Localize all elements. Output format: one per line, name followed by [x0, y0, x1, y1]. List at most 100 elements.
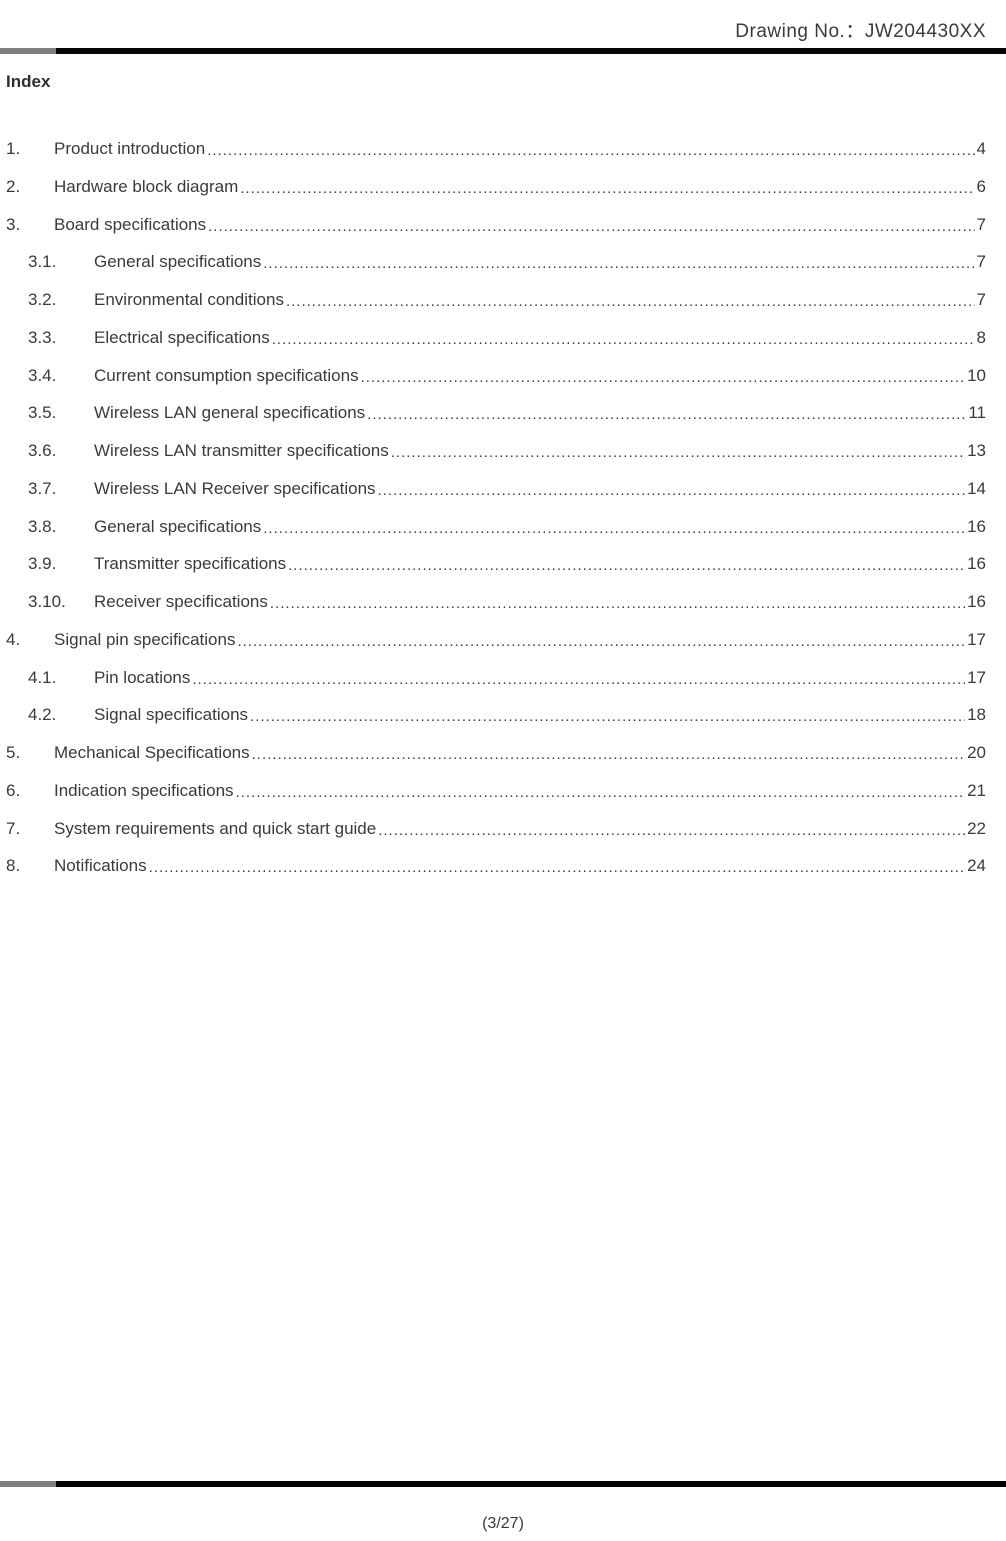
toc-entry-number: 3.7.	[6, 478, 94, 499]
toc-entry: 3.4.Current consumption specifications 10	[6, 365, 986, 387]
toc-leader-dots	[286, 557, 965, 576]
toc-entry: 4.1.Pin locations17	[6, 667, 986, 689]
toc-entry-page: 11	[966, 402, 986, 423]
toc-entry: 3.Board specifications 7	[6, 214, 986, 236]
toc-entry-number: 2.	[6, 176, 54, 197]
toc-leader-dots	[205, 142, 974, 161]
toc-entry-title: Notifications	[54, 855, 147, 876]
toc-entry: 7.System requirements and quick start gu…	[6, 818, 986, 840]
toc-leader-dots	[250, 746, 965, 765]
toc-entry: 3.8.General specifications 16	[6, 516, 986, 538]
toc-entry-number: 3.3.	[6, 327, 94, 348]
toc-leader-dots	[238, 180, 974, 199]
toc-entry-page: 7	[975, 214, 986, 235]
toc-entry-number: 3.6.	[6, 440, 94, 461]
toc-entry-title: Wireless LAN Receiver specifications	[94, 478, 376, 499]
toc-entry-title: Product introduction	[54, 138, 205, 159]
toc-entry-page: 6	[975, 176, 986, 197]
toc-entry-title: Wireless LAN transmitter specifications	[94, 440, 389, 461]
toc-entry-number: 1.	[6, 138, 54, 159]
toc-entry-page: 22	[965, 818, 986, 839]
toc-entry-title: Transmitter specifications	[94, 553, 286, 574]
toc-entry: 3.1.General specifications 7	[6, 251, 986, 273]
toc-entry-page: 16	[965, 516, 986, 537]
toc-leader-dots	[389, 444, 965, 463]
toc-leader-dots	[147, 859, 965, 878]
toc-leader-dots	[284, 293, 975, 312]
toc-entry-page: 7	[975, 251, 986, 272]
footer-rule-black-segment	[56, 1481, 1006, 1487]
toc-leader-dots	[261, 520, 965, 539]
table-of-contents: 1.Product introduction42.Hardware block …	[6, 138, 986, 893]
toc-entry-number: 4.1.	[6, 667, 94, 688]
toc-entry-page: 7	[975, 289, 986, 310]
toc-entry-page: 16	[965, 553, 986, 574]
toc-entry-page: 24	[965, 855, 986, 876]
toc-entry: 5.Mechanical Specifications 20	[6, 742, 986, 764]
toc-entry: 3.3.Electrical specifications8	[6, 327, 986, 349]
toc-entry: 2.Hardware block diagram 6	[6, 176, 986, 198]
toc-entry-title: Wireless LAN general specifications	[94, 402, 365, 423]
header-rule-gray-segment	[0, 48, 56, 54]
toc-leader-dots	[206, 218, 974, 237]
toc-entry-title: General specifications	[94, 516, 261, 537]
toc-entry-title: System requirements and quick start guid…	[54, 818, 376, 839]
toc-leader-dots	[235, 633, 965, 652]
toc-entry-title: Signal specifications	[94, 704, 248, 725]
toc-leader-dots	[359, 369, 966, 388]
toc-entry-title: Hardware block diagram	[54, 176, 238, 197]
toc-leader-dots	[261, 255, 974, 274]
toc-entry: 3.10.Receiver specifications16	[6, 591, 986, 613]
toc-entry: 3.7.Wireless LAN Receiver specifications…	[6, 478, 986, 500]
toc-leader-dots	[365, 406, 966, 425]
toc-entry: 6.Indication specifications21	[6, 780, 986, 802]
toc-entry: 8.Notifications 24	[6, 855, 986, 877]
page-header: Drawing No.：JW204430XX	[0, 0, 1006, 58]
toc-entry-page: 8	[975, 327, 986, 348]
toc-entry-page: 20	[965, 742, 986, 763]
toc-entry-page: 13	[965, 440, 986, 461]
toc-leader-dots	[270, 331, 975, 350]
toc-entry-title: Signal pin specifications	[54, 629, 235, 650]
toc-entry-number: 4.	[6, 629, 54, 650]
toc-entry-number: 5.	[6, 742, 54, 763]
toc-entry-number: 3.8.	[6, 516, 94, 537]
toc-entry-number: 3.4.	[6, 365, 94, 386]
toc-entry: 3.5.Wireless LAN general specifications1…	[6, 402, 986, 424]
toc-entry-number: 8.	[6, 855, 54, 876]
toc-leader-dots	[190, 671, 965, 690]
toc-leader-dots	[248, 708, 965, 727]
toc-entry-page: 17	[965, 629, 986, 650]
toc-entry-number: 3.9.	[6, 553, 94, 574]
toc-entry-title: Pin locations	[94, 667, 190, 688]
toc-entry-page: 16	[965, 591, 986, 612]
toc-leader-dots	[268, 595, 965, 614]
toc-entry-page: 10	[965, 365, 986, 386]
footer-rule-gray-segment	[0, 1481, 56, 1487]
footer-rule	[0, 1481, 1006, 1487]
toc-entry-page: 21	[965, 780, 986, 801]
page-number: (3/27)	[0, 1515, 1006, 1533]
document-page: Drawing No.：JW204430XX Index 1.Product i…	[0, 0, 1006, 1541]
toc-entry-title: Board specifications	[54, 214, 206, 235]
toc-entry-number: 4.2.	[6, 704, 94, 725]
toc-entry-title: Environmental conditions	[94, 289, 284, 310]
toc-entry-title: Mechanical Specifications	[54, 742, 250, 763]
toc-entry-page: 18	[965, 704, 986, 725]
index-heading: Index	[6, 72, 50, 92]
header-rule	[0, 48, 1006, 54]
toc-entry-title: General specifications	[94, 251, 261, 272]
toc-entry-number: 6.	[6, 780, 54, 801]
drawing-number: Drawing No.：JW204430XX	[735, 16, 986, 43]
toc-entry-number: 3.	[6, 214, 54, 235]
toc-entry: 3.9.Transmitter specifications 16	[6, 553, 986, 575]
toc-entry-number: 3.1.	[6, 251, 94, 272]
toc-entry: 4.Signal pin specifications 17	[6, 629, 986, 651]
toc-leader-dots	[234, 784, 966, 803]
page-footer: (3/27)	[0, 1481, 1006, 1541]
toc-entry-title: Receiver specifications	[94, 591, 268, 612]
toc-leader-dots	[376, 482, 966, 501]
toc-entry-title: Current consumption specifications	[94, 365, 359, 386]
toc-entry-page: 14	[965, 478, 986, 499]
toc-entry: 4.2.Signal specifications 18	[6, 704, 986, 726]
